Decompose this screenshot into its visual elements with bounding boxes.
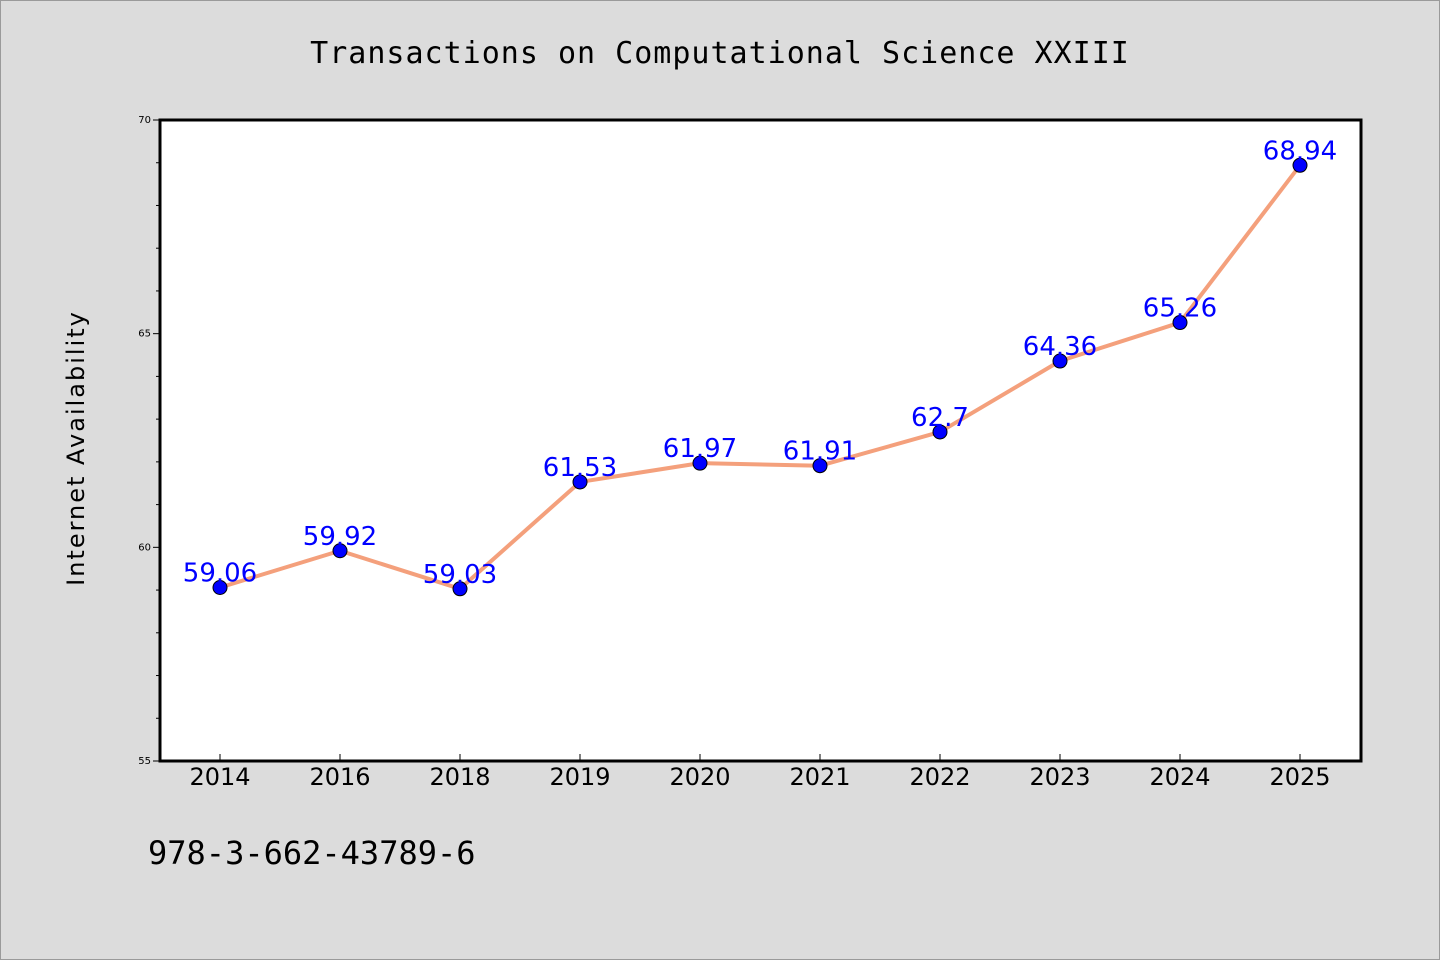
data-label: 61.53 [543,453,617,483]
y-tick-label: 60 [138,542,151,553]
data-point [212,580,228,596]
y-axis-label: Internet Availability [62,310,90,586]
data-label: 59.03 [423,560,497,590]
data-point [452,581,468,597]
data-point [812,458,828,474]
data-label-layer: 59.06 59.92 59.03 61.53 61.97 61.91 62.7 64.36 6… [183,136,1337,589]
x-tick-label: 2019 [549,763,610,791]
data-point [1052,353,1068,369]
series-line [218,163,1302,591]
data-label: 59.06 [183,559,257,589]
data-point [332,543,348,559]
x-tick-label: 2025 [1269,763,1330,791]
data-point [572,474,588,490]
y-axis: 55 60 65 70 [138,115,160,767]
x-tick-label: 2023 [1029,763,1090,791]
isbn-footer: 978-3-662-43789-6 [148,834,476,872]
y-tick-label: 70 [138,115,151,126]
x-tick-label: 2021 [789,763,850,791]
x-tick-label: 2024 [1149,763,1210,791]
data-label: 61.91 [783,437,857,467]
data-point [692,455,708,471]
data-point [932,424,948,440]
data-label: 65.26 [1143,294,1217,324]
y-tick-label: 65 [138,329,151,340]
marker-layer [212,157,1308,597]
y-tick-label: 55 [138,756,151,767]
data-label: 64.36 [1023,332,1097,362]
x-tick-label: 2022 [909,763,970,791]
data-label: 68.94 [1263,136,1337,166]
x-tick-label: 2016 [309,763,370,791]
data-point [1172,315,1188,331]
data-label: 62.7 [911,403,969,433]
chart-title: Transactions on Computational Science XX… [310,36,1130,71]
series-layer [218,163,1302,591]
data-label: 61.97 [663,434,737,464]
plot-border [158,118,1363,763]
x-axis: 2014 2016 2018 2019 2020 2021 2022 2023 2024 2025 [189,754,1331,791]
x-tick-label: 2014 [189,763,250,791]
data-point [1292,157,1308,173]
data-label: 59.92 [303,522,377,552]
plot-area [160,120,1361,761]
x-tick-label: 2018 [429,763,490,791]
x-tick-label: 2020 [669,763,730,791]
